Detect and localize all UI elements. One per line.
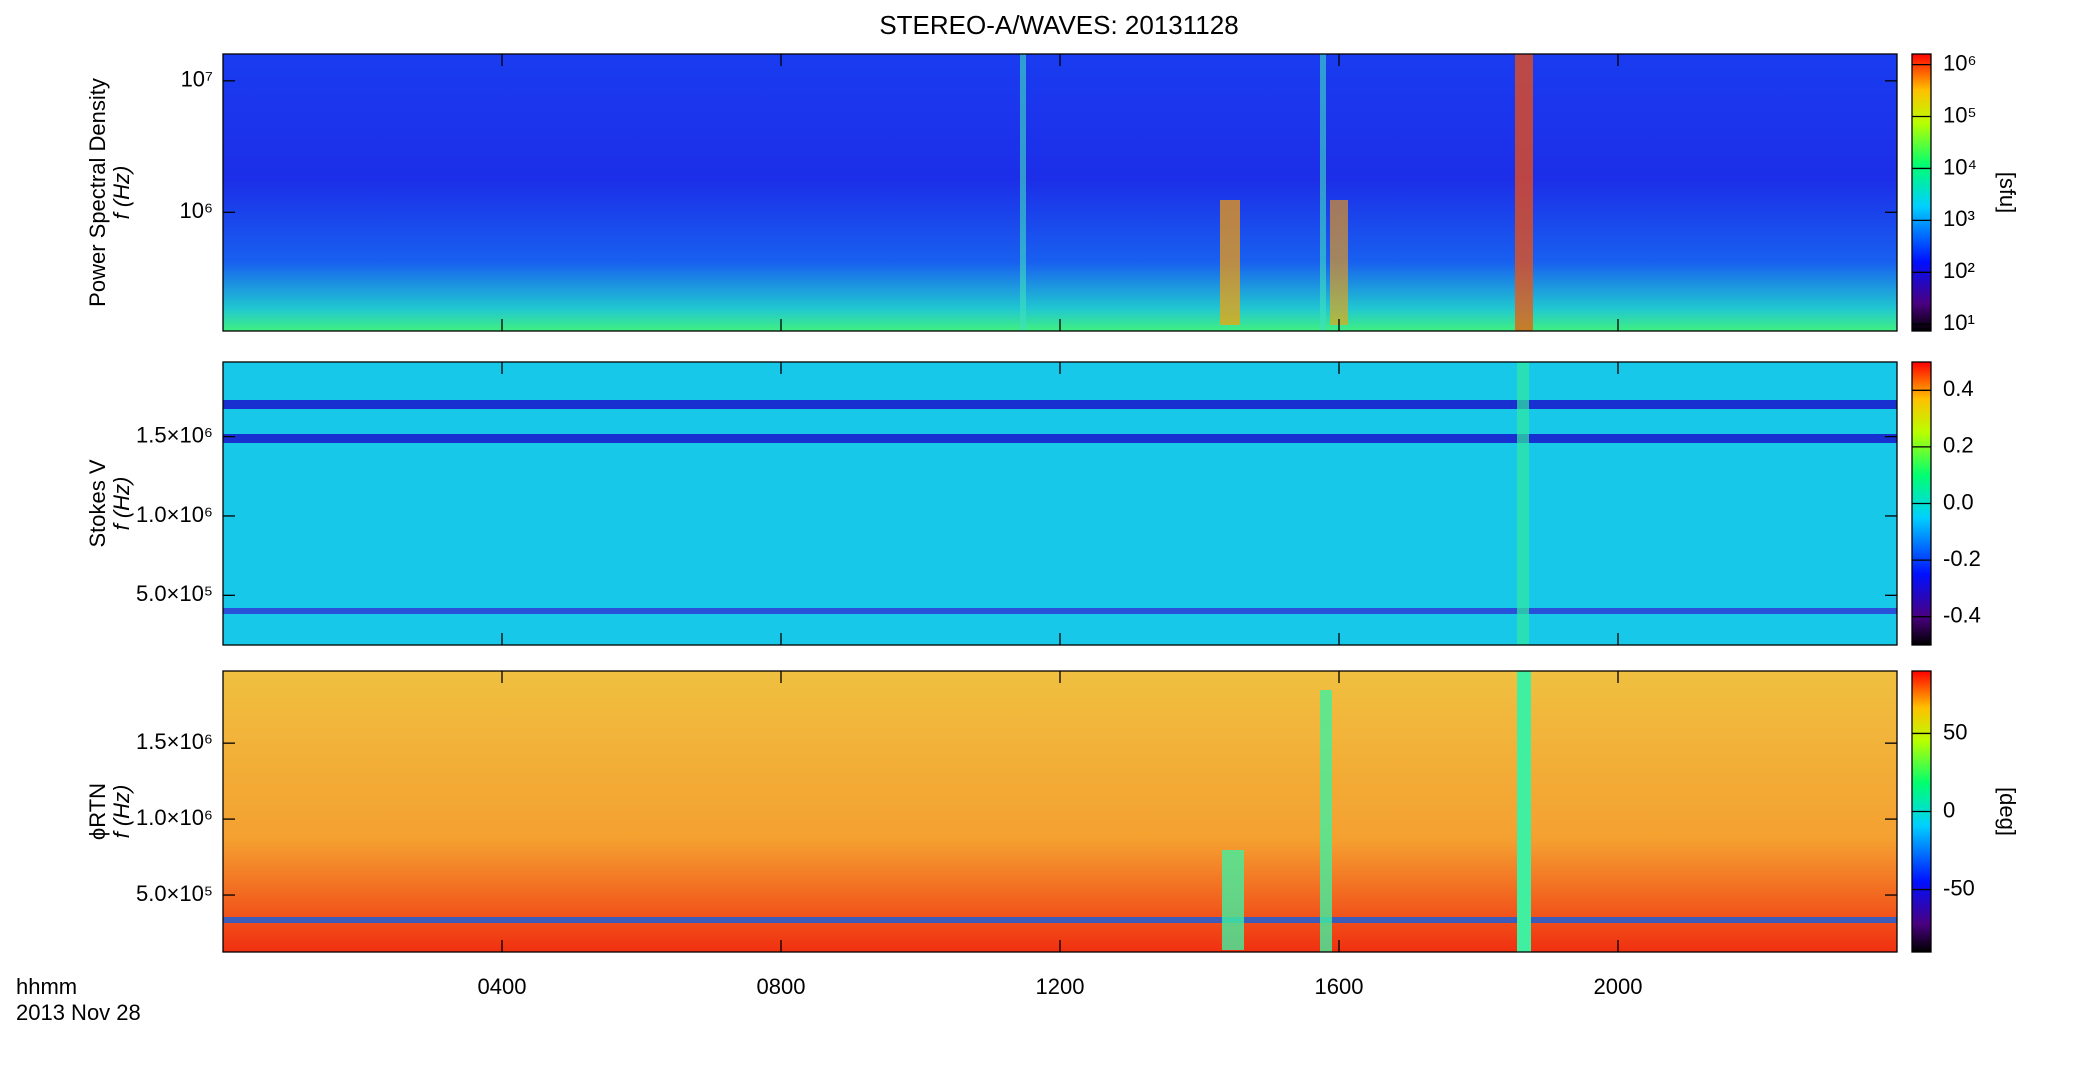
y-axis-label: f (Hz) — [109, 477, 134, 531]
colorbar-tick-label: 50 — [1943, 719, 1967, 744]
y-tick-label: 10⁶ — [179, 198, 213, 223]
colorbar-tick-label: -0.2 — [1943, 546, 1981, 571]
x-tick-label: 2000 — [1594, 974, 1643, 999]
colorbar-tick-label: 0.0 — [1943, 489, 1974, 514]
x-axis-label: 2013 Nov 28 — [16, 1000, 141, 1025]
heatmap-texture — [223, 54, 1897, 952]
colorbar-tick-label: 0.4 — [1943, 376, 1974, 401]
y-tick-label: 1.5×10⁶ — [136, 729, 213, 754]
colorbar-tick-label: 10⁶ — [1943, 50, 1977, 75]
y-tick-label: 5.0×10⁵ — [136, 581, 213, 606]
x-tick-label: 0800 — [757, 974, 806, 999]
y-tick-label: 1.0×10⁶ — [136, 805, 213, 830]
colorbar-tick-label: 10³ — [1943, 206, 1975, 231]
colorbar-tick-label: 10² — [1943, 258, 1975, 283]
y-tick-label: 1.5×10⁶ — [136, 422, 213, 447]
y-tick-label: 10⁷ — [181, 67, 213, 92]
y-axis-label: ϕRTN — [85, 783, 110, 840]
x-tick-label: 0400 — [478, 974, 527, 999]
chart-title: STEREO-A/WAVES: 20131128 — [879, 10, 1238, 40]
colorbar-tick-label: -0.4 — [1943, 603, 1981, 628]
colorbar-tick-label: 10⁵ — [1943, 102, 1977, 127]
x-tick-label: 1600 — [1315, 974, 1364, 999]
colorbar-label: [deg] — [1995, 787, 2020, 836]
y-axis-label: Stokes V — [85, 459, 110, 547]
x-axis-label: hhmm — [16, 974, 77, 999]
colorbar-tick-label: -50 — [1943, 875, 1975, 900]
colorbar — [1911, 53, 1932, 332]
colorbar-tick-label: 0 — [1943, 797, 1955, 822]
y-axis-label: Power Spectral Density — [85, 78, 110, 307]
y-axis-label: f (Hz) — [109, 166, 134, 220]
colorbar-tick-label: 10¹ — [1943, 310, 1975, 335]
y-axis-label: f (Hz) — [109, 785, 134, 839]
colorbar-tick-label: 10⁴ — [1943, 154, 1977, 179]
colorbar-label: [sfu] — [1995, 172, 2020, 214]
y-tick-label: 1.0×10⁶ — [136, 502, 213, 527]
colorbar-tick-label: 0.2 — [1943, 433, 1974, 458]
y-tick-label: 5.0×10⁵ — [136, 881, 213, 906]
x-tick-label: 1200 — [1036, 974, 1085, 999]
